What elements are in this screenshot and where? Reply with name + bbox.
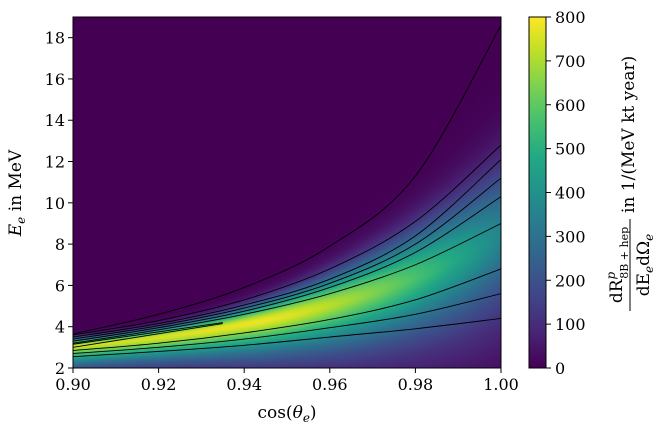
colorbar-tick-label: 700	[555, 52, 586, 71]
y-tick-label: 4	[55, 318, 65, 337]
x-tick-label: 0.90	[55, 375, 91, 394]
contour-line-7	[73, 196, 501, 342]
contour-line-2	[73, 293, 501, 354]
colorbar-tick-label: 200	[555, 271, 586, 290]
colorbar-label-numerator: dRp8B + hep	[604, 227, 631, 303]
colorbar-tick-label: 400	[555, 184, 586, 203]
contour-line-6	[73, 223, 501, 344]
contour-line-5	[73, 322, 223, 345]
y-tick-label: 16	[45, 70, 65, 89]
x-tick-label: 0.98	[398, 375, 434, 394]
y-tick-label: 2	[55, 359, 65, 378]
y-tick-label: 12	[45, 153, 65, 172]
y-tick-label: 18	[45, 29, 65, 48]
y-tick-label: 6	[55, 276, 65, 295]
x-tick-label: 1.00	[483, 375, 519, 394]
colorbar-tick-label: 300	[555, 227, 586, 246]
colorbar-ticks: 0 100 200 300 400 500 600 700 800	[546, 8, 586, 378]
x-tick-label: 0.96	[312, 375, 348, 394]
contour-line-10	[73, 144, 501, 336]
contour-line-8	[73, 177, 501, 340]
y-axis-label: Ee in MeV	[6, 149, 28, 237]
x-axis-ticks: 0.90 0.92 0.94 0.96 0.98 1.00	[55, 368, 519, 394]
colorbar-tick-label: 800	[555, 8, 586, 27]
colorbar-tick-label: 0	[555, 359, 565, 378]
plot-area	[72, 16, 502, 369]
colorbar-gradient	[528, 16, 547, 369]
contour-line-9	[73, 159, 501, 338]
colorbar-label: dRp8B + hep dEedΩe in 1/(MeV kt year)	[604, 56, 656, 311]
heatmap-image	[73, 17, 501, 368]
x-tick-label: 0.92	[141, 375, 177, 394]
contour-lines	[73, 25, 501, 358]
x-axis-label: cos(θe)	[257, 403, 316, 425]
x-tick-label: 0.94	[226, 375, 262, 394]
contour-line-4	[73, 323, 223, 348]
contour-line-1	[73, 318, 501, 358]
colorbar-tick-label: 600	[555, 96, 586, 115]
y-tick-label: 8	[55, 235, 65, 254]
colorbar-tick-label: 100	[555, 315, 586, 334]
plot-frame	[72, 16, 502, 369]
y-tick-label: 14	[45, 111, 65, 130]
colorbar: 0 100 200 300 400 500 600 700 800	[528, 8, 586, 378]
y-axis-ticks: 2 4 6 8 10 12 14 16 18	[45, 29, 73, 378]
contour-line-3	[73, 268, 501, 351]
colorbar-tick-label: 500	[555, 140, 586, 159]
colorbar-label-unit: in 1/(MeV kt year)	[619, 56, 639, 213]
colorbar-label-denominator: dEedΩe	[634, 234, 656, 297]
contour-line-11	[73, 25, 501, 335]
y-tick-label: 10	[45, 194, 65, 213]
